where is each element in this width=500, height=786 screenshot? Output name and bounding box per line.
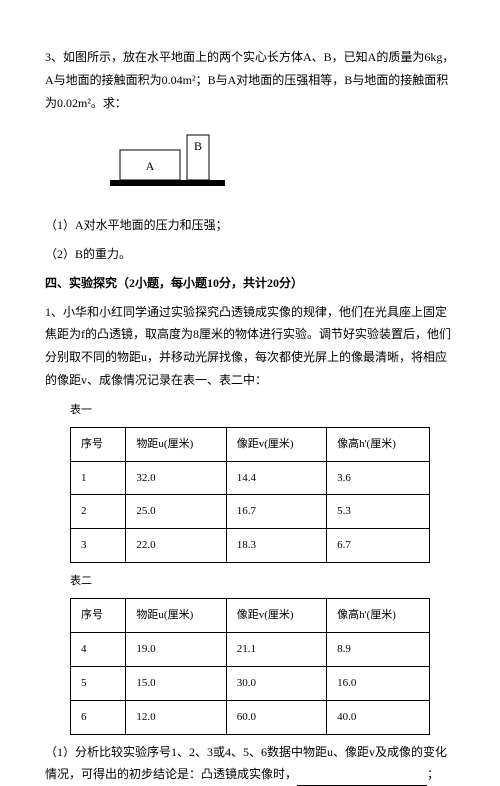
table-header: 序号 (71, 427, 126, 461)
table-cell: 19.0 (126, 633, 226, 667)
table-cell: 15.0 (126, 666, 226, 700)
fill-blank (297, 773, 427, 786)
table-cell: 40.0 (327, 700, 430, 734)
table-cell: 25.0 (126, 495, 226, 529)
table-cell: 3.6 (327, 461, 430, 495)
table-cell: 4 (71, 633, 126, 667)
table-row: 1 32.0 14.4 3.6 (71, 461, 430, 495)
q1-conclusion: （1）分析比较实验序号1、2、3或4、5、6数据中物距u、像距v及成像的变化情况… (45, 741, 455, 786)
table-row: 5 15.0 30.0 16.0 (71, 666, 430, 700)
table-cell: 30.0 (226, 666, 326, 700)
table-cell: 6 (71, 700, 126, 734)
table-cell: 16.7 (226, 495, 326, 529)
table-cell: 32.0 (126, 461, 226, 495)
table-cell: 22.0 (126, 529, 226, 563)
diagram-label-a: A (146, 159, 155, 173)
table-header: 像距v(厘米) (226, 427, 326, 461)
table2: 序号 物距u(厘米) 像距v(厘米) 像高h'(厘米) 4 19.0 21.1 … (70, 598, 430, 735)
q3-sub1: （1）A对水平地面的压力和压强； (45, 214, 455, 237)
table-header: 物距u(厘米) (126, 427, 226, 461)
table-cell: 14.4 (226, 461, 326, 495)
q3-sub2: （2）B的重力。 (45, 243, 455, 266)
table-header: 像高h'(厘米) (327, 427, 430, 461)
table-cell: 1 (71, 461, 126, 495)
table-cell: 18.3 (226, 529, 326, 563)
table-header-row: 序号 物距u(厘米) 像距v(厘米) 像高h'(厘米) (71, 427, 430, 461)
table-cell: 5 (71, 666, 126, 700)
table1-label: 表一 (70, 400, 455, 421)
table-cell: 2 (71, 495, 126, 529)
table-cell: 3 (71, 529, 126, 563)
table1: 序号 物距u(厘米) 像距v(厘米) 像高h'(厘米) 1 32.0 14.4 … (70, 427, 430, 564)
table-header: 序号 (71, 599, 126, 633)
table-cell: 6.7 (327, 529, 430, 563)
table-header-row: 序号 物距u(厘米) 像距v(厘米) 像高h'(厘米) (71, 599, 430, 633)
table-cell: 21.1 (226, 633, 326, 667)
table-row: 6 12.0 60.0 40.0 (71, 700, 430, 734)
table-row: 4 19.0 21.1 8.9 (71, 633, 430, 667)
table-row: 3 22.0 18.3 6.7 (71, 529, 430, 563)
q1-text: 1、小华和小红同学通过实验探究凸透镜成实像的规律，他们在光具座上固定焦距为f的凸… (45, 301, 455, 392)
table-header: 物距u(厘米) (126, 599, 226, 633)
table-header: 像距v(厘米) (226, 599, 326, 633)
table-cell: 12.0 (126, 700, 226, 734)
table-header: 像高h'(厘米) (327, 599, 430, 633)
table2-label: 表二 (70, 571, 455, 592)
section-title: 四、实验探究（2小题，每小题10分，共计20分） (45, 272, 455, 295)
table-cell: 5.3 (327, 495, 430, 529)
q3-text: 3、如图所示，放在水平地面上的两个实心长方体A、B，已知A的质量为6kg，A与地… (45, 46, 455, 114)
table-row: 2 25.0 16.7 5.3 (71, 495, 430, 529)
q3-diagram: A B (105, 130, 455, 198)
table-cell: 8.9 (327, 633, 430, 667)
diagram-label-b: B (194, 139, 202, 153)
table-cell: 60.0 (226, 700, 326, 734)
table-cell: 16.0 (327, 666, 430, 700)
